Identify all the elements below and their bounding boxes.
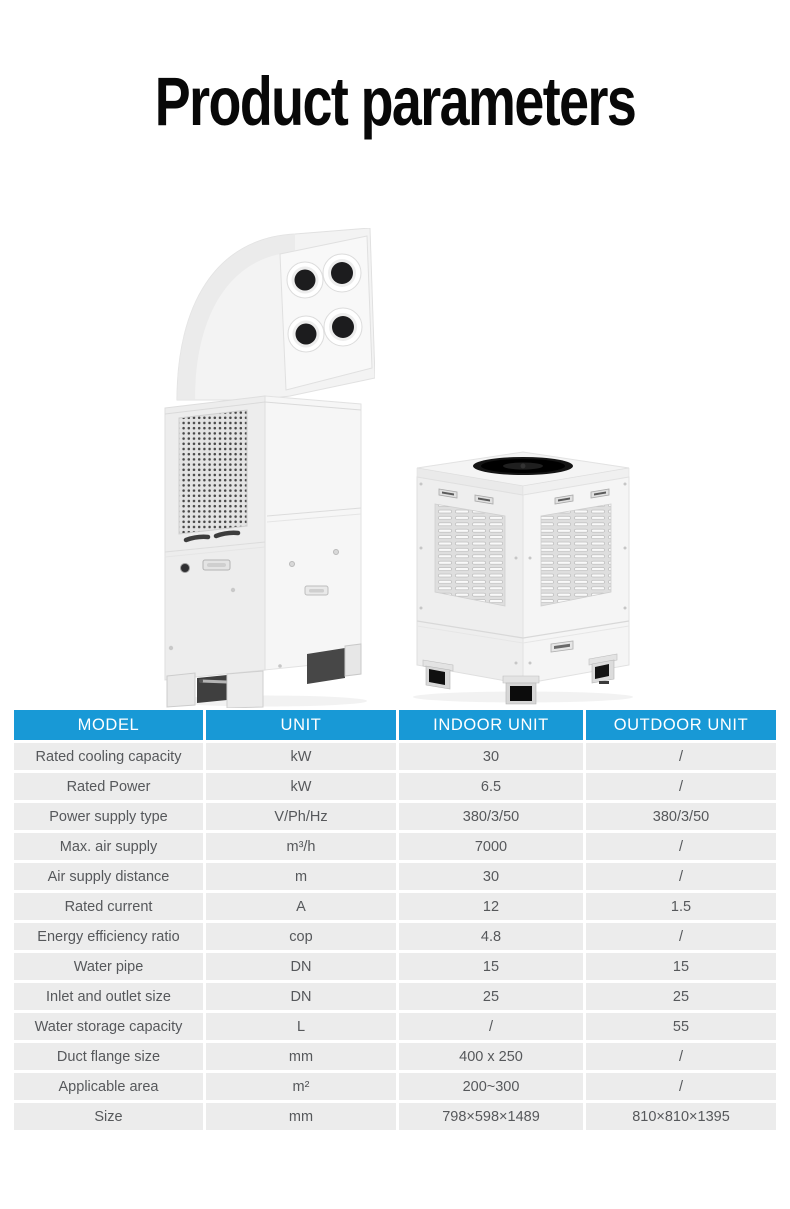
cabinet [164,395,362,681]
perforated-grille [178,409,248,535]
table-cell: mm [206,1103,396,1130]
table-cell: / [399,1013,583,1040]
column-header-outdoor-unit: OUTDOOR UNIT [586,710,776,740]
table-cell: Inlet and outlet size [14,983,203,1010]
handle-icon [590,488,610,499]
table-cell: Water storage capacity [14,1013,203,1040]
table-cell: m³/h [206,833,396,860]
table-cell: 30 [399,743,583,770]
table-cell: 4.8 [399,923,583,950]
table-cell: 1.5 [586,893,776,920]
table-cell: DN [206,953,396,980]
indoor-unit-image [164,228,375,708]
handle-icon [474,494,494,505]
table-cell: DN [206,983,396,1010]
table-cell: Air supply distance [14,863,203,890]
table-cell: Power supply type [14,803,203,830]
table-cell: m [206,863,396,890]
air-outlet-icon [287,315,325,353]
table-cell: 25 [399,983,583,1010]
louver-grille-left [434,503,506,607]
air-outlet-icon [323,307,363,347]
table-cell: 6.5 [399,773,583,800]
lock-icon [180,563,190,573]
handle-icon [550,640,574,653]
table-cell: L [206,1013,396,1040]
table-cell: / [586,773,776,800]
unit-body [416,476,630,685]
table-cell: / [586,923,776,950]
handle-icon [554,494,574,505]
product-images [0,225,790,710]
table-cell: 25 [586,983,776,1010]
table-cell: m² [206,1073,396,1100]
table-cell: / [586,833,776,860]
table-cell: mm [206,1043,396,1070]
table-cell: Rated Power [14,773,203,800]
spec-table: MODEL UNIT INDOOR UNIT OUTDOOR UNIT Rate… [14,710,776,1130]
table-cell: A [206,893,396,920]
column-header-indoor-unit: INDOOR UNIT [399,710,583,740]
table-cell: Max. air supply [14,833,203,860]
table-cell: 15 [586,953,776,980]
table-cell: kW [206,743,396,770]
table-cell: 400 x 250 [399,1043,583,1070]
table-cell: / [586,1043,776,1070]
air-outlet-icon [322,253,362,293]
table-cell: 55 [586,1013,776,1040]
louver-grille-right [540,503,612,607]
table-cell: Rated cooling capacity [14,743,203,770]
handle-icon [304,585,329,596]
base-legs [166,643,362,708]
table-cell: 15 [399,953,583,980]
air-outlet-icon [286,261,324,299]
handle-icon [438,488,458,499]
table-cell: Applicable area [14,1073,203,1100]
table-cell: / [586,1073,776,1100]
outdoor-unit-image [413,451,633,705]
table-cell: / [586,743,776,770]
table-cell: Rated current [14,893,203,920]
column-header-unit: UNIT [206,710,396,740]
page-title: Product parameters [154,63,637,140]
handle-icon [202,559,231,571]
table-cell: cop [206,923,396,950]
table-cell: 810×810×1395 [586,1103,776,1130]
table-cell: 7000 [399,833,583,860]
column-header-model: MODEL [14,710,203,740]
fan-opening-icon [473,457,573,475]
table-cell: Water pipe [14,953,203,980]
table-cell: V/Ph/Hz [206,803,396,830]
table-cell: 12 [399,893,583,920]
table-cell: Size [14,1103,203,1130]
table-cell: Duct flange size [14,1043,203,1070]
table-cell: 798×598×1489 [399,1103,583,1130]
unit-feet [422,653,618,705]
table-cell: Energy efficiency ratio [14,923,203,950]
table-cell: 200~300 [399,1073,583,1100]
table-cell: 380/3/50 [399,803,583,830]
table-cell: 380/3/50 [586,803,776,830]
table-cell: / [586,863,776,890]
table-cell: kW [206,773,396,800]
air-outlet-box [279,235,373,391]
table-cell: 30 [399,863,583,890]
